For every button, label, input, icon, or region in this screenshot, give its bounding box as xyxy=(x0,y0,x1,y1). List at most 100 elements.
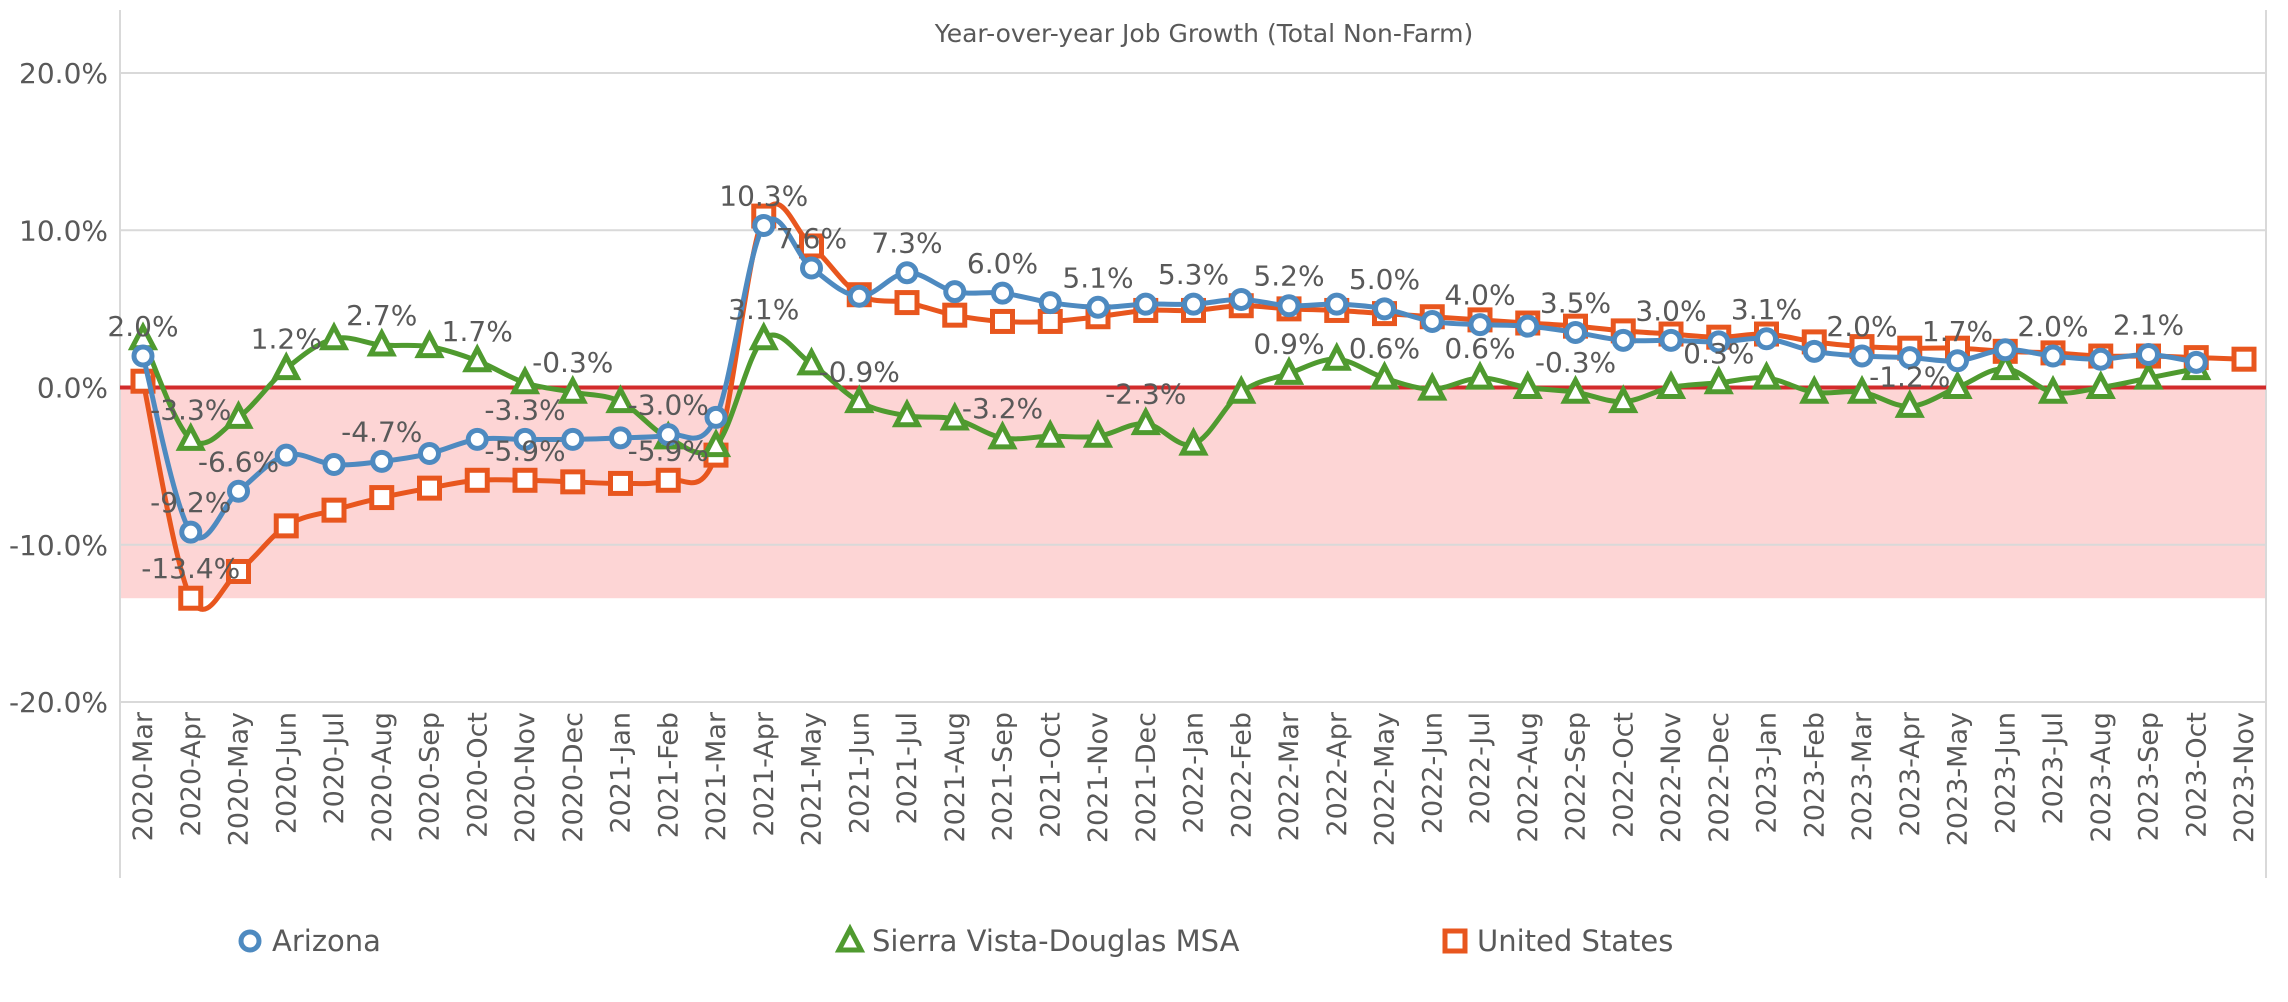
legend-circle-icon xyxy=(238,929,262,953)
data-label: 3.1% xyxy=(728,293,799,326)
data-point xyxy=(561,427,585,451)
data-point xyxy=(1464,360,1496,390)
legend-item: Sierra Vista-Douglas MSA xyxy=(834,923,1240,958)
data-point xyxy=(1325,292,1349,316)
data-point xyxy=(1086,295,1110,319)
data-label: -1.2% xyxy=(1869,360,1950,393)
data-point xyxy=(226,558,251,584)
data-point xyxy=(2037,374,2069,404)
data-label: -0.3% xyxy=(532,346,613,379)
data-point xyxy=(512,467,538,493)
data-point xyxy=(414,329,445,359)
data-label: 3.1% xyxy=(1731,293,1802,326)
data-point xyxy=(991,281,1014,305)
data-point xyxy=(700,428,732,458)
data-point xyxy=(1035,418,1066,448)
data-point xyxy=(1751,360,1782,390)
data-point xyxy=(1564,320,1587,344)
data-point xyxy=(1420,309,1444,333)
x-tick-label: 2021-Apr xyxy=(749,711,780,836)
data-point xyxy=(752,214,776,238)
x-tick-label: 2021-Jul xyxy=(892,712,923,825)
x-tick-label: 2023-Feb xyxy=(1799,712,1830,838)
data-point xyxy=(462,343,493,373)
data-point xyxy=(800,256,823,280)
x-tick-label: 2021-Feb xyxy=(653,712,684,838)
data-point xyxy=(1468,313,1492,337)
data-label: 0.6% xyxy=(1349,332,1420,365)
data-point xyxy=(560,469,586,495)
x-tick-label: 2020-Sep xyxy=(415,712,446,841)
x-tick-label: 2022-Feb xyxy=(1226,712,1257,838)
x-tick-label: 2022-Mar xyxy=(1274,711,1305,841)
legend-item: United States xyxy=(1442,924,1673,958)
data-point xyxy=(1182,292,1205,316)
data-point xyxy=(1946,349,1969,373)
data-point xyxy=(366,327,397,357)
data-point xyxy=(1850,344,1874,368)
data-point xyxy=(1659,328,1683,352)
data-point xyxy=(509,365,541,395)
data-label: 2.0% xyxy=(1826,310,1897,343)
y-tick-label: 10.0% xyxy=(19,214,108,247)
data-point xyxy=(891,398,923,428)
data-point xyxy=(2184,350,2208,374)
data-point xyxy=(179,520,203,544)
data-point xyxy=(2089,347,2113,371)
data-point xyxy=(1373,297,1396,321)
data-point xyxy=(1512,370,1543,399)
data-point xyxy=(2041,344,2065,368)
x-tick-label: 2020-May xyxy=(224,712,255,846)
data-label: -9.2% xyxy=(150,486,231,519)
data-point xyxy=(175,422,206,451)
data-point xyxy=(1037,308,1063,334)
legend-label: Sierra Vista-Douglas MSA xyxy=(872,924,1240,958)
data-label: 1.7% xyxy=(442,315,513,348)
data-label: -13.4% xyxy=(141,552,240,585)
y-tick-label: 0.0% xyxy=(37,372,108,405)
x-tick-label: 2021-Jan xyxy=(606,712,637,834)
x-tick-label: 2022-Dec xyxy=(1704,712,1735,843)
shaded-band xyxy=(120,387,2266,599)
x-tick-label: 2020-Mar xyxy=(128,711,159,841)
data-point xyxy=(1229,287,1253,311)
x-tick-label: 2020-Oct xyxy=(462,712,493,838)
x-tick-label: 2023-Jun xyxy=(1990,712,2021,834)
x-tick-label: 2022-Jan xyxy=(1179,712,1210,834)
series-group xyxy=(127,201,2257,612)
x-tick-label: 2023-May xyxy=(1943,712,1974,846)
x-tick-label: 2023-Jul xyxy=(2038,712,2069,825)
x-tick-label: 2022-Nov xyxy=(1656,712,1687,843)
x-tick-label: 2020-Aug xyxy=(367,712,398,843)
data-label: 4.0% xyxy=(1444,279,1515,312)
data-label: 2.0% xyxy=(107,310,178,343)
data-point xyxy=(557,374,588,404)
data-point xyxy=(1703,365,1734,395)
data-point xyxy=(271,351,302,381)
y-tick-label: -10.0% xyxy=(9,529,108,562)
data-label: -0.9% xyxy=(819,356,900,389)
data-point xyxy=(1273,355,1305,385)
data-label: -3.3% xyxy=(150,393,231,426)
data-point xyxy=(939,401,970,431)
data-point xyxy=(847,284,871,308)
x-tick-label: 2021-Sep xyxy=(988,712,1019,841)
data-point xyxy=(844,384,875,414)
x-tick-label: 2023-Mar xyxy=(1847,711,1878,841)
data-point xyxy=(464,467,490,493)
x-tick-label: 2021-May xyxy=(797,712,828,846)
x-tick-label: 2023-Aug xyxy=(2086,712,2117,843)
data-label: 10.3% xyxy=(719,180,808,213)
data-point xyxy=(2137,342,2160,366)
data-label: -3.0% xyxy=(628,389,709,422)
data-label: 5.3% xyxy=(1158,258,1229,291)
data-label: 1.2% xyxy=(251,323,322,356)
data-label: -6.6% xyxy=(198,445,279,478)
data-point xyxy=(605,384,636,414)
series-line xyxy=(140,216,2197,541)
x-tick-label: 2021-Jun xyxy=(844,712,875,834)
data-label: -3.2% xyxy=(962,392,1043,425)
x-tick-label: 2022-Jun xyxy=(1417,712,1448,834)
data-point xyxy=(943,280,967,304)
